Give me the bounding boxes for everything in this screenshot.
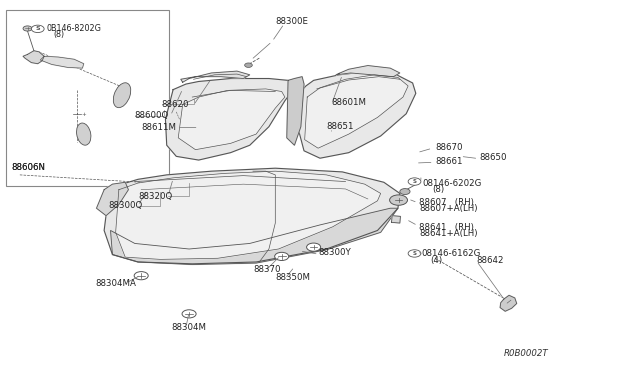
Text: (4): (4) [430,256,442,264]
Text: 88606N: 88606N [11,163,45,172]
Text: 88600Q: 88600Q [135,111,169,120]
Text: 88320Q: 88320Q [138,192,172,201]
Circle shape [23,26,32,31]
Polygon shape [500,295,516,311]
Text: S: S [413,179,417,184]
Circle shape [244,63,252,67]
Text: 88304MA: 88304MA [95,279,136,288]
Circle shape [408,178,421,185]
Circle shape [134,272,148,280]
Text: 08146-6202G: 08146-6202G [422,179,481,187]
Text: (8): (8) [432,185,444,194]
Polygon shape [305,75,408,148]
Text: 88300Y: 88300Y [319,248,351,257]
Polygon shape [298,71,416,158]
Polygon shape [40,56,84,68]
Text: 88651: 88651 [326,122,354,131]
Text: 0B146-8202G: 0B146-8202G [47,23,102,33]
Polygon shape [287,77,304,145]
Polygon shape [116,171,381,259]
Polygon shape [111,208,398,264]
Circle shape [307,243,321,251]
Text: 88300Q: 88300Q [108,201,142,210]
Text: 88300E: 88300E [275,17,308,26]
Circle shape [31,25,44,33]
Ellipse shape [113,83,131,108]
Text: 88607   (RH): 88607 (RH) [419,198,474,207]
Polygon shape [104,168,400,264]
Text: S: S [35,26,40,31]
Text: 88611M: 88611M [141,123,176,132]
Bar [6,10,169,186]
Circle shape [408,250,421,257]
Text: 88607+A(LH): 88607+A(LH) [419,205,477,214]
Text: 88661: 88661 [435,157,463,166]
Text: 08146-6162G: 08146-6162G [421,249,480,258]
Polygon shape [180,71,250,82]
Circle shape [390,195,408,205]
Text: 88304M: 88304M [172,323,207,332]
Polygon shape [392,216,401,223]
Text: +: + [81,112,86,117]
Text: 88650: 88650 [479,153,507,161]
Text: 88670: 88670 [435,142,463,151]
Polygon shape [178,89,285,150]
Polygon shape [336,65,400,77]
Text: 88601M: 88601M [332,99,367,108]
Text: 88641   (RH): 88641 (RH) [419,223,474,232]
Text: R0B0002T: R0B0002T [504,349,548,358]
Text: 88350M: 88350M [275,273,310,282]
Polygon shape [23,51,44,64]
Ellipse shape [77,123,91,145]
Text: S: S [413,251,417,256]
Polygon shape [166,78,293,160]
Text: 88641+A(LH): 88641+A(LH) [419,229,477,238]
Polygon shape [97,182,129,216]
Circle shape [275,252,289,260]
Circle shape [182,310,196,318]
Text: 88642: 88642 [476,256,504,265]
Text: 88620: 88620 [162,100,189,109]
Circle shape [400,189,410,195]
Text: 88370: 88370 [253,264,280,273]
Text: 88606N: 88606N [11,163,45,172]
Text: (8): (8) [53,29,64,39]
